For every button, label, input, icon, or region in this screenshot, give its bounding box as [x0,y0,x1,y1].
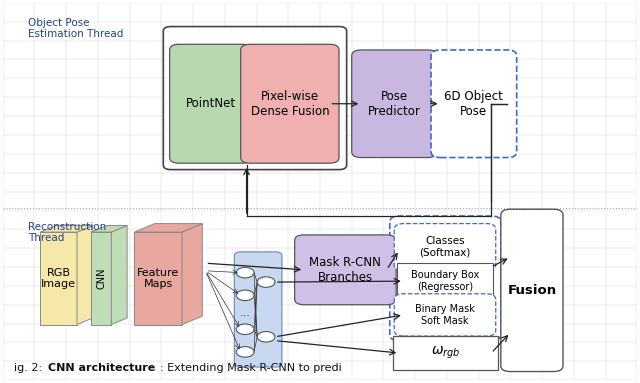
FancyBboxPatch shape [241,44,339,163]
Text: ...: ... [240,308,251,318]
Polygon shape [91,232,111,324]
Text: Reconstruction
Thread: Reconstruction Thread [28,222,106,243]
Text: Boundary Box
(Regressor): Boundary Box (Regressor) [411,270,479,292]
Text: Binary Mask
Soft Mask: Binary Mask Soft Mask [415,304,475,326]
Text: Classes
(Softmax): Classes (Softmax) [419,236,470,258]
FancyBboxPatch shape [352,50,437,157]
Text: ig. 2:: ig. 2: [14,363,46,373]
Circle shape [257,332,275,342]
Polygon shape [182,224,202,324]
FancyBboxPatch shape [397,263,493,299]
Polygon shape [111,226,127,324]
FancyBboxPatch shape [393,336,498,370]
Circle shape [236,324,254,335]
Circle shape [257,277,275,287]
FancyBboxPatch shape [431,50,516,157]
Text: Pose
Predictor: Pose Predictor [368,90,421,118]
FancyBboxPatch shape [234,252,282,367]
FancyBboxPatch shape [501,209,563,372]
Text: Pixel-wise
Dense Fusion: Pixel-wise Dense Fusion [250,90,329,118]
FancyBboxPatch shape [390,216,501,340]
Text: PointNet: PointNet [186,97,236,110]
Text: Mask R-CNN
Branches: Mask R-CNN Branches [310,256,381,284]
Polygon shape [40,232,77,324]
Text: 6D Object
Pose: 6D Object Pose [444,90,503,118]
Polygon shape [91,226,127,232]
Circle shape [236,347,254,357]
Text: RGB
Image: RGB Image [41,267,76,289]
FancyBboxPatch shape [394,294,496,336]
Circle shape [236,290,254,301]
Text: CNN: CNN [96,268,106,289]
Polygon shape [134,232,182,324]
Circle shape [236,267,254,278]
FancyBboxPatch shape [294,235,396,305]
Polygon shape [77,226,93,324]
FancyBboxPatch shape [170,44,252,163]
Polygon shape [134,224,202,232]
Text: Fusion: Fusion [508,284,556,297]
FancyBboxPatch shape [394,224,496,271]
Text: Object Pose
Estimation Thread: Object Pose Estimation Thread [28,18,124,39]
Text: : Extending Mask R-CNN to predi: : Extending Mask R-CNN to predi [160,363,342,373]
Text: CNN architecture: CNN architecture [48,363,155,373]
Text: $\omega_{rgb}$: $\omega_{rgb}$ [431,345,460,361]
Text: Feature
Maps: Feature Maps [137,267,179,289]
FancyBboxPatch shape [163,26,347,170]
Polygon shape [40,226,93,232]
